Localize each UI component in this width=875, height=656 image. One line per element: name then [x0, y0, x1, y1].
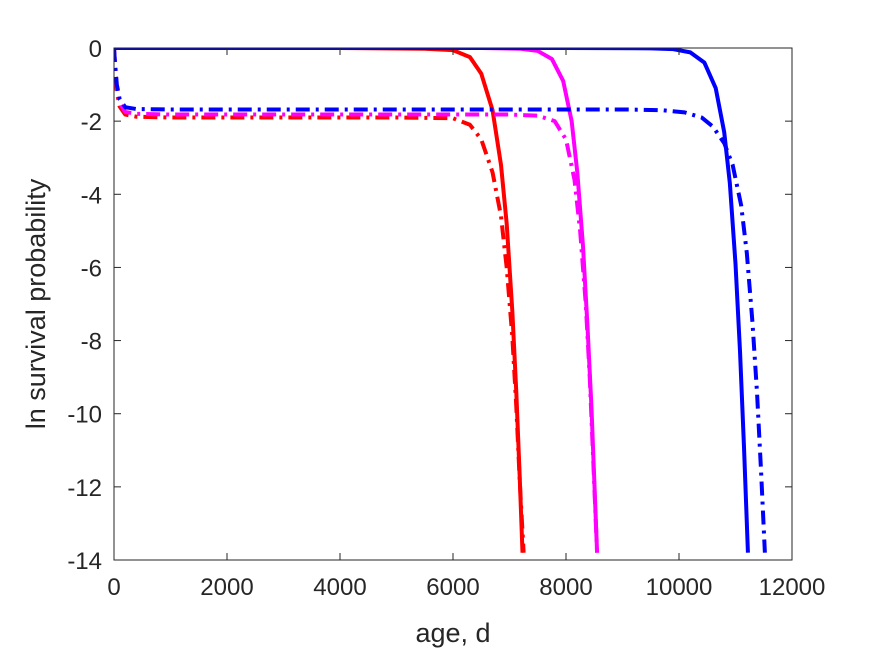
- x-tick-label-2: 4000: [313, 574, 366, 601]
- x-axis-label: age, d: [415, 618, 490, 648]
- y-tick-label-5: -10: [67, 402, 102, 429]
- y-axis-label: ln survival probability: [21, 178, 51, 429]
- y-tick-label-2: -4: [81, 182, 102, 209]
- y-tick-label-0: 0: [89, 36, 102, 63]
- y-tick-label-4: -8: [81, 329, 102, 356]
- series-line-6: [114, 48, 767, 553]
- y-tick-label-1: -2: [81, 109, 102, 136]
- ticks-layer: 0 2000 4000 6000 8000 10000 12000 0 -2 -4 -6 -8 -10 -…: [67, 36, 825, 601]
- plot-area: [114, 48, 792, 560]
- y-tick-label-7: -14: [67, 548, 102, 575]
- y-tick-label-3: -6: [81, 255, 102, 282]
- y-tick-label-6: -12: [67, 475, 102, 502]
- x-tick-label-0: 0: [107, 574, 120, 601]
- x-tick-label-3: 6000: [426, 574, 479, 601]
- x-tick-label-4: 8000: [539, 574, 592, 601]
- x-tick-label-6: 12000: [759, 574, 826, 601]
- series-line-4: [114, 48, 600, 553]
- x-tick-label-1: 2000: [200, 574, 253, 601]
- x-tick-label-5: 10000: [646, 574, 713, 601]
